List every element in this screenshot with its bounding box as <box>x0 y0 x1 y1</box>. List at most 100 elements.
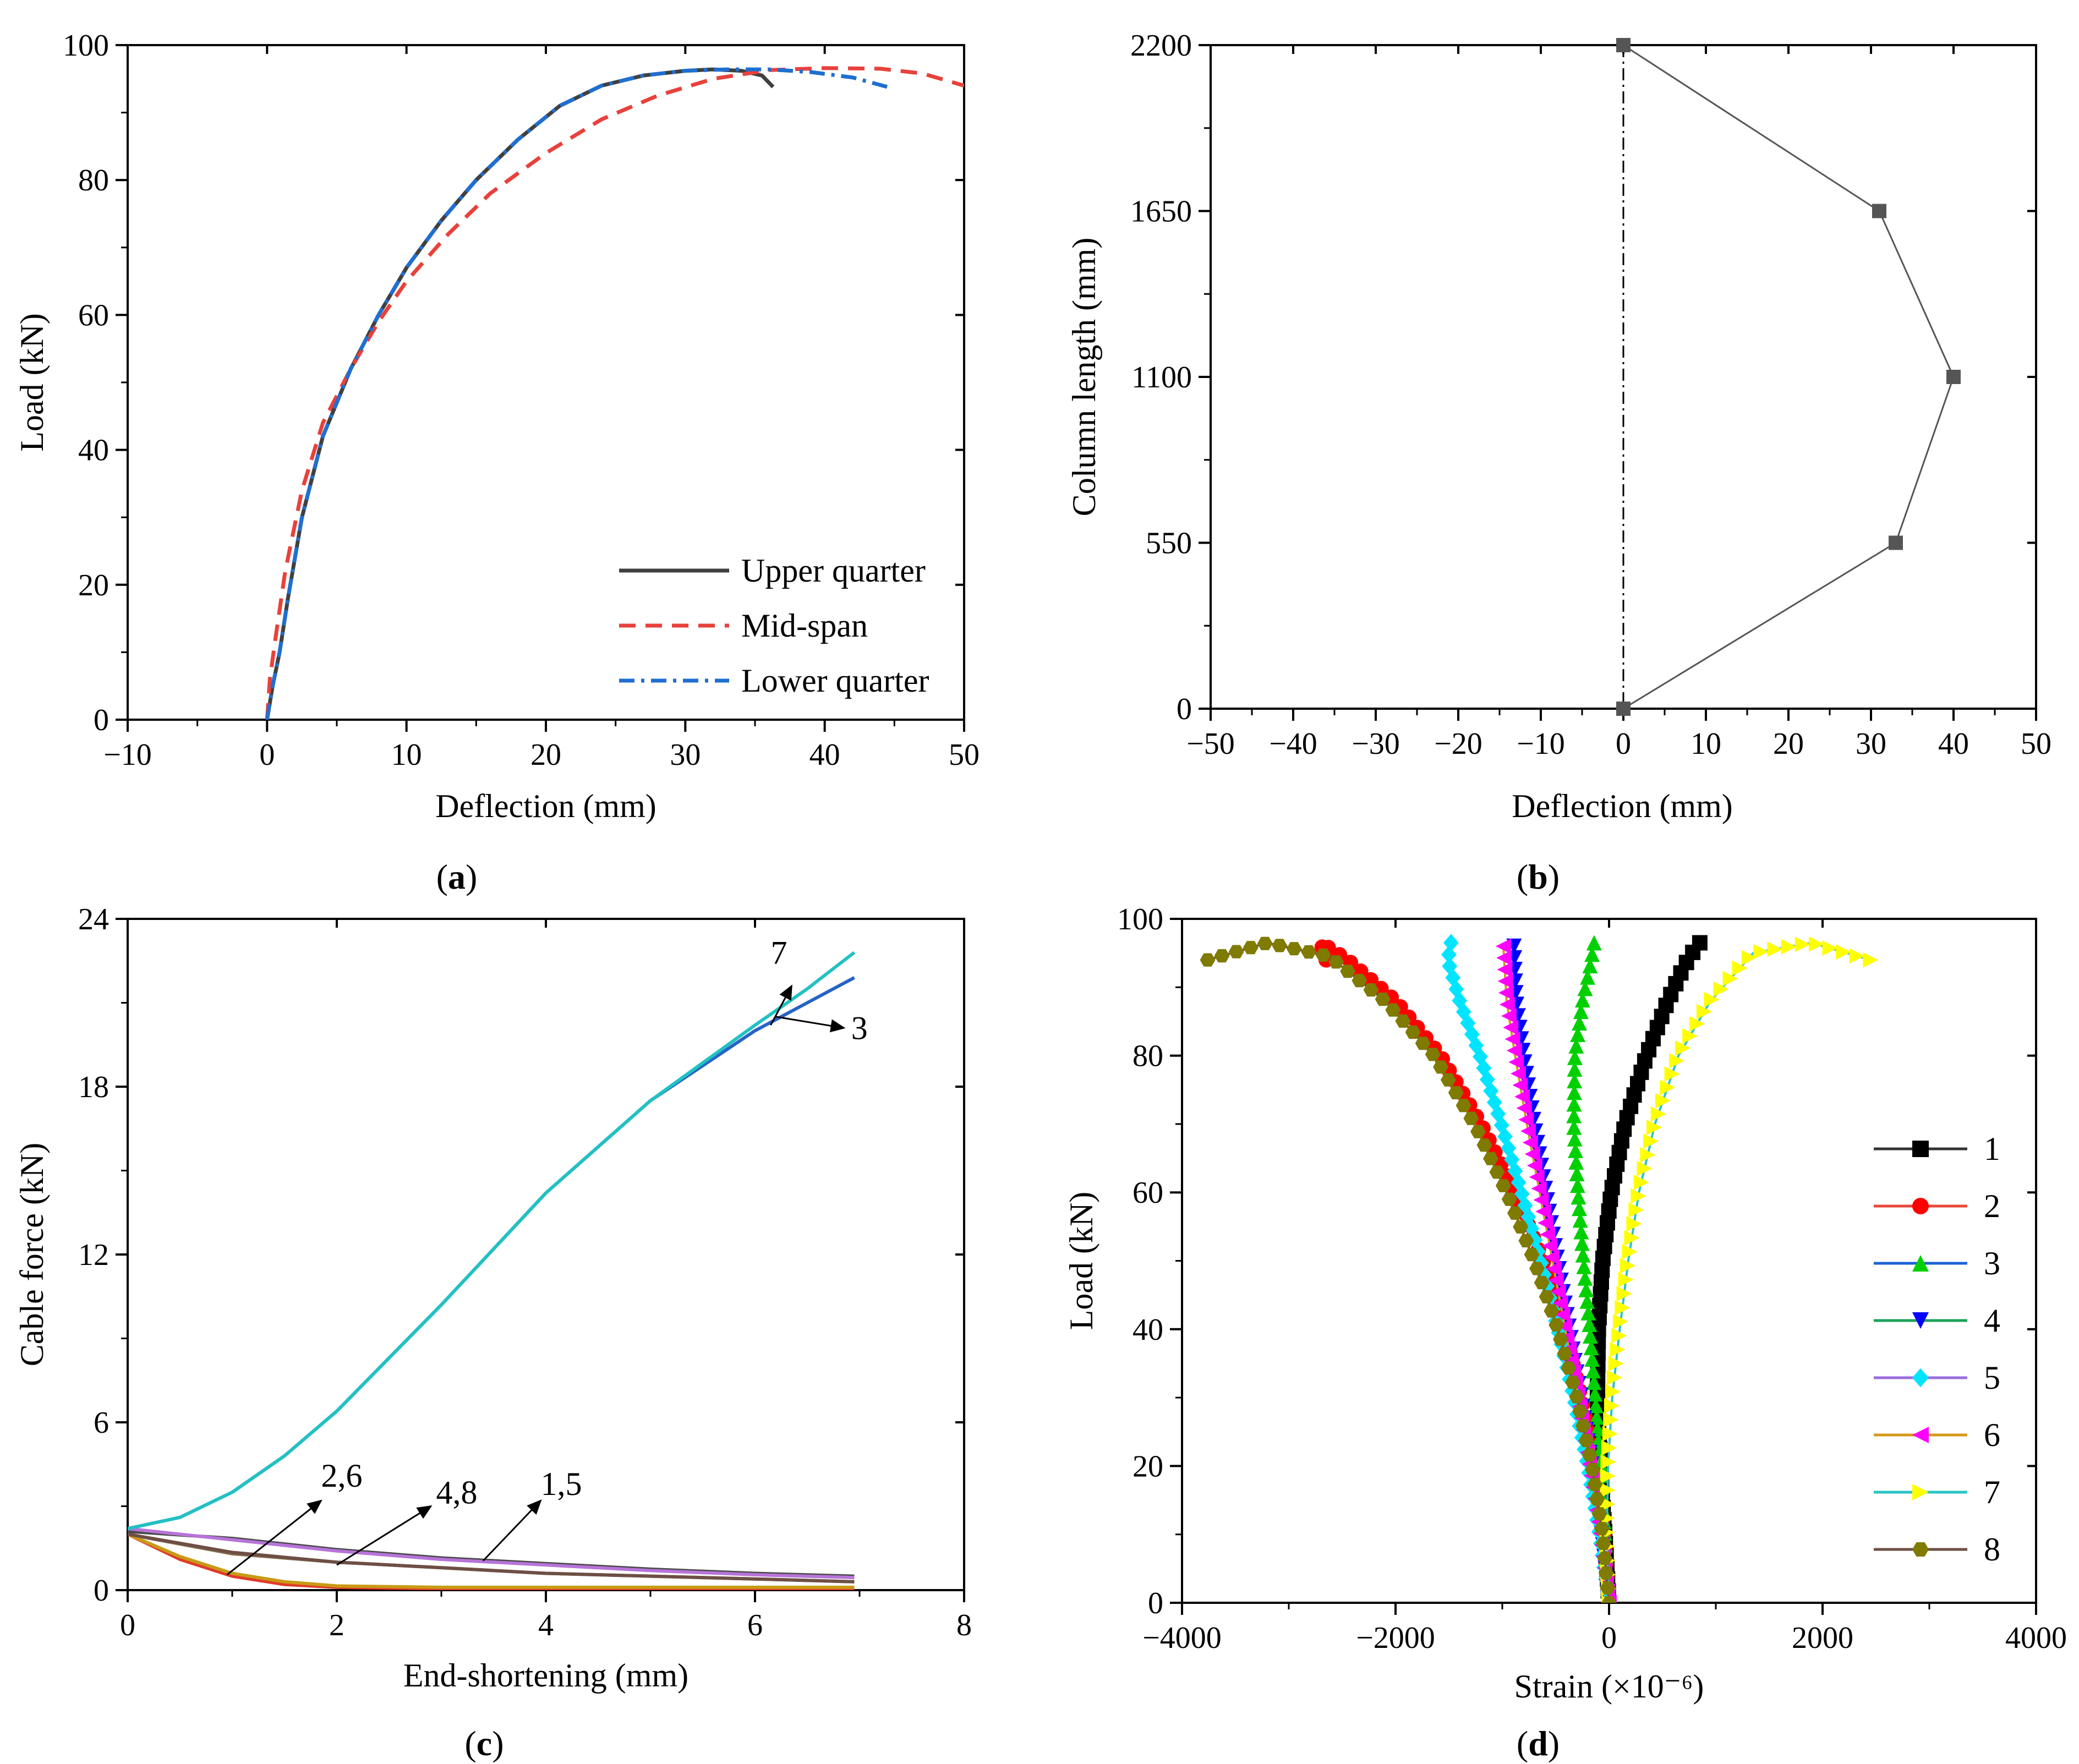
y-tick-label: 550 <box>1146 527 1192 561</box>
strain-marker-3 <box>1579 1293 1595 1309</box>
y-axis-title: Cable force (kN) <box>14 1143 50 1366</box>
strain-marker-6 <box>1497 962 1513 978</box>
x-tick-label: −20 <box>1434 727 1482 761</box>
strain-marker-3 <box>1574 1235 1590 1251</box>
strain-marker-6 <box>1535 1203 1551 1219</box>
y-tick-label: 12 <box>78 1238 109 1272</box>
data-point-marker <box>1872 204 1886 218</box>
strain-marker-3 <box>1573 1224 1589 1240</box>
legend-marker <box>1912 1141 1929 1157</box>
strain-marker-3 <box>1567 1073 1583 1089</box>
strain-marker-6 <box>1552 1295 1568 1311</box>
series-line-1 <box>265 67 775 720</box>
y-tick-label: 18 <box>78 1070 109 1104</box>
x-tick-label: 0 <box>1616 727 1631 761</box>
y-tick-label: 60 <box>78 298 109 332</box>
x-tick-label: 40 <box>809 738 840 772</box>
strain-marker-8 <box>1539 1290 1555 1303</box>
strain-marker-7 <box>1650 1106 1666 1122</box>
strain-marker-8 <box>1463 1111 1479 1125</box>
legend-label: 6 <box>1984 1417 2000 1453</box>
strain-marker-7 <box>1713 981 1729 997</box>
annotation-arrow <box>226 1499 322 1576</box>
strain-marker-8 <box>1587 1477 1603 1491</box>
strain-marker-6 <box>1516 1100 1532 1116</box>
strain-marker-8 <box>1549 1318 1564 1332</box>
strain-marker-8 <box>1601 1596 1617 1603</box>
strain-marker-8 <box>1363 983 1379 997</box>
y-tick-label: 60 <box>1132 1176 1163 1210</box>
strain-marker-8 <box>1328 955 1344 969</box>
strain-marker-3 <box>1572 1015 1588 1031</box>
x-tick-label: −4000 <box>1142 1621 1222 1655</box>
strain-marker-8 <box>1582 1448 1597 1462</box>
strain-marker-3 <box>1588 1398 1604 1414</box>
x-tick-label: −50 <box>1186 727 1235 761</box>
legend-marker <box>1912 1484 1929 1500</box>
chart-panel-d: −4000 −2000 0 2000 4000 0 20 40 60 80 100 Strain (×… <box>1063 902 2067 1763</box>
x-tick-label: −30 <box>1352 727 1400 761</box>
strain-marker-8 <box>1286 942 1302 956</box>
panel-label: (b) <box>1517 857 1560 896</box>
strain-marker-7 <box>1836 944 1852 960</box>
strain-marker-7 <box>1628 1202 1644 1218</box>
strain-marker-8 <box>1553 1332 1568 1346</box>
strain-marker-6 <box>1503 1020 1519 1036</box>
strain-marker-8 <box>1544 1304 1560 1318</box>
strain-marker-7 <box>1602 1426 1618 1442</box>
strain-marker-7 <box>1610 1341 1626 1357</box>
strain-marker-5 <box>1479 1070 1495 1089</box>
strain-marker-8 <box>1575 1419 1591 1433</box>
strain-marker-8 <box>1565 1376 1580 1389</box>
strain-marker-3 <box>1585 1363 1601 1379</box>
strain-marker-8 <box>1433 1060 1449 1074</box>
strain-marker-8 <box>1600 1581 1616 1595</box>
strain-marker-3 <box>1590 1421 1606 1437</box>
strain-marker-8 <box>1301 945 1317 959</box>
strain-marker-6 <box>1557 1318 1573 1334</box>
legend-marker <box>1912 1255 1929 1272</box>
panel-label: (d) <box>1517 1724 1560 1763</box>
strain-marker-6 <box>1538 1215 1553 1231</box>
cable-line-7 <box>128 951 856 1531</box>
strain-marker-3 <box>1566 1096 1582 1112</box>
strain-marker-8 <box>1585 1462 1600 1477</box>
data-point-marker <box>1889 535 1903 550</box>
legend-marker <box>1912 1542 1929 1557</box>
strain-marker-7 <box>1608 1356 1624 1372</box>
strain-marker-8 <box>1415 1037 1431 1050</box>
y-tick-label: 0 <box>94 1574 109 1608</box>
x-tick-label: 6 <box>747 1608 763 1642</box>
strain-marker-8 <box>1340 965 1356 978</box>
strain-marker-8 <box>1495 1179 1511 1192</box>
y-tick-label: 0 <box>94 703 109 737</box>
strain-marker-8 <box>1228 945 1244 958</box>
strain-marker-8 <box>1572 1404 1588 1418</box>
strain-marker-3 <box>1580 1305 1596 1321</box>
y-tick-label: 80 <box>78 163 109 198</box>
strain-marker-3 <box>1566 1119 1582 1135</box>
strain-marker-6 <box>1533 1192 1549 1208</box>
strain-marker-6 <box>1508 1054 1524 1070</box>
strain-marker-8 <box>1507 1206 1523 1220</box>
strain-marker-8 <box>1578 1433 1594 1447</box>
legend-marker <box>1912 1427 1929 1443</box>
strain-marker-7 <box>1696 1004 1712 1020</box>
strain-marker-3 <box>1583 1328 1598 1344</box>
plot-area <box>265 66 964 720</box>
y-tick-label: 80 <box>1132 1039 1163 1073</box>
strain-marker-8 <box>1257 936 1273 950</box>
data-point-marker <box>1616 38 1631 52</box>
strain-marker-6 <box>1510 1066 1526 1082</box>
strain-marker-6 <box>1518 1111 1534 1127</box>
strain-marker-6 <box>1496 950 1512 966</box>
x-tick-label: −2000 <box>1356 1621 1435 1655</box>
strain-marker-6 <box>1520 1123 1536 1139</box>
strain-marker-8 <box>1375 992 1391 1006</box>
strain-marker-3 <box>1582 1316 1597 1332</box>
strain-marker-8 <box>1425 1048 1441 1061</box>
cable-line-5 <box>128 1527 855 1580</box>
strain-marker-7 <box>1600 1482 1616 1498</box>
